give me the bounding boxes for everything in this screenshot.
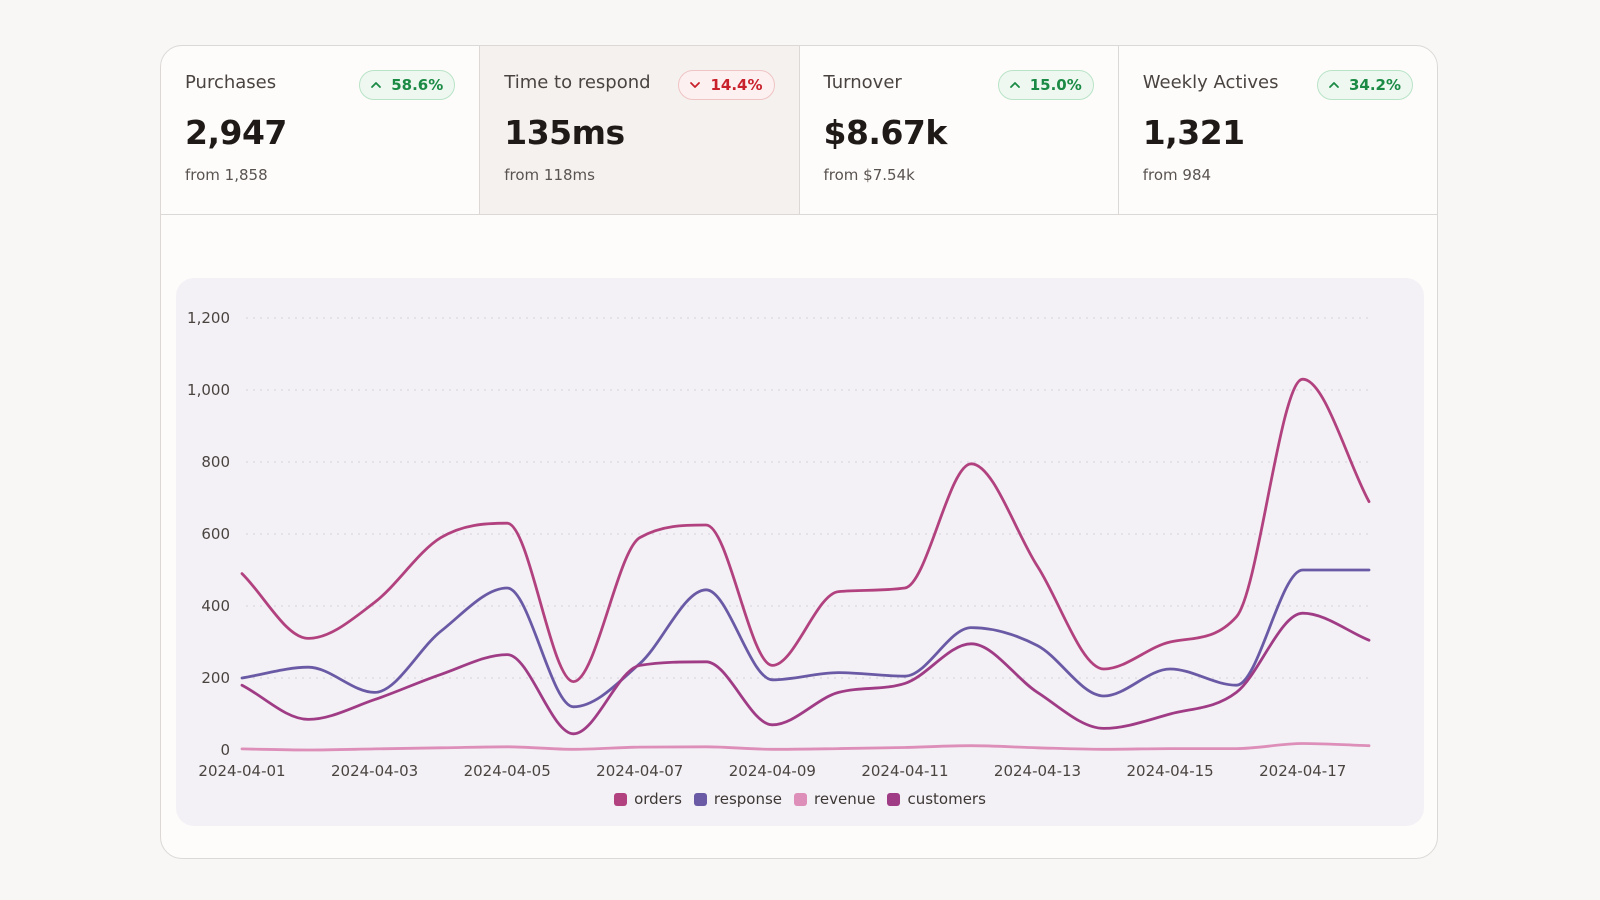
kpi-tab-weekly-actives[interactable]: Weekly Actives 34.2% 1,321 from 984 [1119,46,1437,214]
chevron-up-icon [1329,82,1339,88]
x-tick-label: 2024-04-13 [994,762,1081,778]
legend-swatch [887,792,901,806]
x-tick-label: 2024-04-11 [861,762,948,778]
line-chart: 0 200 400 600 800 1,000 1,200 2024-04-01 2024-04… [187,309,1371,778]
legend-swatch [693,792,707,806]
kpi-tab-purchases[interactable]: Purchases 58.6% 2,947 from 1,858 [161,46,481,214]
kpi-previous: from $7.54k [823,166,915,184]
x-tick-label: 2024-04-17 [1259,762,1346,778]
y-tick-label: 800 [201,453,230,471]
kpi-value: 1,321 [1142,113,1245,152]
change-badge: 14.4% [678,70,775,100]
series-line-orders [240,377,1371,683]
legend-label: orders [634,790,682,808]
chevron-down-icon [690,82,701,88]
legend-item-revenue[interactable]: revenue [794,790,875,808]
legend-item-orders[interactable]: orders [614,790,682,808]
kpi-label: Time to respond [504,72,651,93]
change-value: 15.0% [1029,76,1082,94]
kpi-tab-turnover[interactable]: Turnover 15.0% $8.67k from $7.54k [800,46,1119,214]
kpi-previous: from 118ms [504,166,595,184]
x-tick-label: 2024-04-07 [596,762,683,778]
chart-legend: orders response revenue customers [176,790,1424,808]
chevron-up-icon [1009,82,1020,88]
chevron-up-icon [371,82,382,88]
series-line-response [240,568,1371,709]
metrics-card: Purchases 58.6% 2,947 from 1,858 Time to… [160,45,1438,859]
y-tick-label: 1,000 [187,381,230,399]
series-line-customers [240,611,1371,736]
change-value: 34.2% [1348,76,1401,94]
kpi-value: 2,947 [185,113,287,152]
legend-item-customers[interactable]: customers [887,790,986,808]
x-tick-label: 2024-04-03 [331,762,418,778]
kpi-tabs: Purchases 58.6% 2,947 from 1,858 Time to… [161,46,1437,215]
y-tick-label: 1,200 [187,309,230,327]
legend-label: customers [907,790,986,808]
kpi-previous: from 984 [1142,166,1212,184]
legend-swatch [794,792,808,806]
change-value: 14.4% [710,76,763,94]
y-tick-label: 600 [201,525,230,543]
kpi-tab-time-to-respond[interactable]: Time to respond 14.4% 135ms from 118ms [480,46,800,214]
y-tick-label: 0 [220,741,230,759]
change-value: 58.6% [391,76,444,94]
change-badge: 15.0% [997,70,1094,100]
chart-panel: 0 200 400 600 800 1,000 1,200 2024-04-01 2024-04… [176,278,1424,826]
y-tick-label: 400 [201,597,230,615]
x-tick-label: 2024-04-01 [198,762,285,778]
x-tick-label: 2024-04-05 [464,762,551,778]
change-badge: 34.2% [1316,70,1413,100]
kpi-label: Purchases [185,72,277,93]
kpi-value: 135ms [504,113,625,152]
legend-swatch [614,792,628,806]
kpi-label: Weekly Actives [1142,72,1279,93]
kpi-value: $8.67k [823,113,948,152]
y-tick-label: 200 [201,669,230,687]
legend-label: revenue [814,790,876,808]
legend-label: response [713,790,783,808]
kpi-label: Turnover [823,72,902,93]
kpi-previous: from 1,858 [185,166,268,184]
legend-item-response[interactable]: response [693,790,783,808]
change-badge: 58.6% [359,70,456,100]
x-tick-label: 2024-04-15 [1127,762,1214,778]
series-line-revenue [240,742,1371,752]
x-tick-label: 2024-04-09 [729,762,816,778]
